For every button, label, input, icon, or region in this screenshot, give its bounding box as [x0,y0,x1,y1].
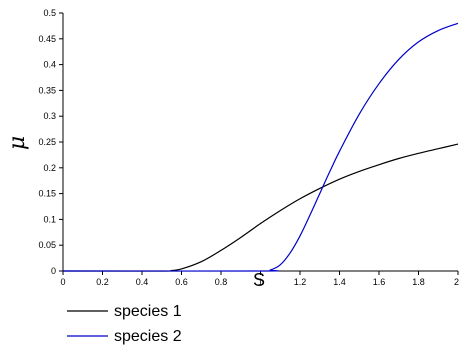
y-tick-label: 0.5 [43,8,56,18]
series-layer [62,22,459,272]
series-line-species-2 [62,22,459,272]
y-tick-label: 0.2 [43,163,56,173]
x-tick-label: 1.4 [333,277,346,287]
legend-label-species-2: species 2 [114,328,182,345]
y-tick-label: 0.4 [43,60,56,70]
x-tick-label: 1.6 [373,277,386,287]
y-tick-label: 0.15 [38,189,56,199]
x-axis-title: S [253,270,265,290]
y-axis-title: μ [5,136,30,150]
legend-label-species-1: species 1 [114,303,182,320]
series-line-species-1 [62,143,459,272]
y-tick-label: 0.1 [43,214,56,224]
y-tick-label: 0.35 [38,85,56,95]
x-axis-ticks: 0 0.2 0.4 0.6 0.8 1 1.2 1.4 1.6 1.8 2 [60,271,459,287]
x-tick-label: 2 [454,277,459,287]
y-axis-ticks: 0 0.05 0.1 0.15 0.2 0.25 0.3 0.35 0.4 0.45 0.5 [38,8,63,276]
y-tick-label: 0.3 [43,111,56,121]
y-tick-label: 0.25 [38,137,56,147]
x-tick-label: 0.2 [96,277,109,287]
x-tick-label: 0.8 [215,277,228,287]
plot-frame [62,13,458,272]
x-tick-label: 1.8 [412,277,425,287]
legend: species 1 species 2 [67,303,182,345]
y-tick-label: 0.05 [38,240,56,250]
y-tick-label: 0.45 [38,34,56,44]
x-tick-label: 0.6 [175,277,188,287]
x-tick-label: 0.4 [136,277,149,287]
x-tick-label: 1.2 [294,277,307,287]
x-tick-label: 1 [258,277,263,287]
y-tick-label: 0 [51,266,56,276]
x-tick-label: 0 [60,277,65,287]
